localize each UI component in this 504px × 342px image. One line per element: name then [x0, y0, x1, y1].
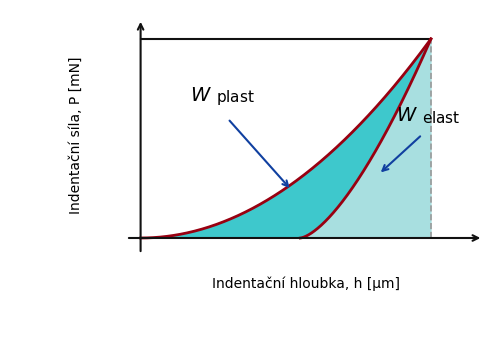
Polygon shape: [300, 39, 431, 238]
Text: $\mathit{W}$: $\mathit{W}$: [190, 86, 212, 105]
Text: $\mathit{W}$: $\mathit{W}$: [396, 106, 418, 124]
Polygon shape: [141, 39, 431, 238]
Text: $\mathrm{elast}$: $\mathrm{elast}$: [422, 110, 461, 127]
Text: Indentační hloubka, h [μm]: Indentační hloubka, h [μm]: [212, 276, 400, 291]
Text: Indentační síla, P [mN]: Indentační síla, P [mN]: [69, 57, 83, 214]
Text: $\mathrm{plast}$: $\mathrm{plast}$: [216, 88, 255, 107]
